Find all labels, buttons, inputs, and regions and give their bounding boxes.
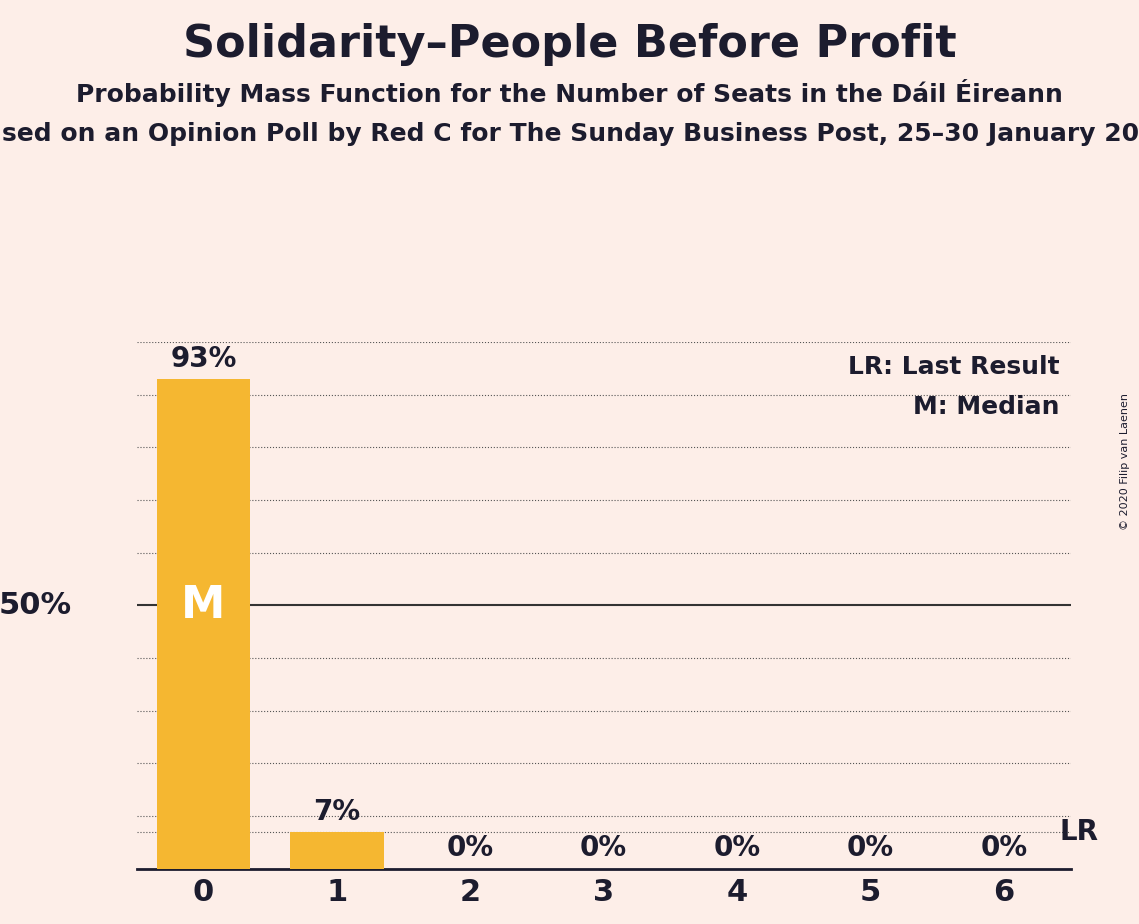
Text: 0%: 0% — [446, 834, 494, 862]
Text: M: M — [181, 584, 226, 626]
Bar — [157, 379, 251, 869]
Text: LR: LR — [1060, 818, 1099, 845]
Text: 0%: 0% — [580, 834, 628, 862]
Text: 7%: 7% — [313, 798, 360, 826]
Text: M: Median: M: Median — [913, 395, 1060, 419]
Bar — [290, 832, 384, 869]
Text: 93%: 93% — [170, 346, 237, 373]
Text: LR: Last Result: LR: Last Result — [849, 355, 1060, 379]
Text: 0%: 0% — [981, 834, 1027, 862]
Text: 50%: 50% — [0, 590, 72, 620]
Text: Probability Mass Function for the Number of Seats in the Dáil Éireann: Probability Mass Function for the Number… — [76, 79, 1063, 106]
Text: 0%: 0% — [847, 834, 894, 862]
Text: 0%: 0% — [713, 834, 761, 862]
Text: Based on an Opinion Poll by Red C for The Sunday Business Post, 25–30 January 20: Based on an Opinion Poll by Red C for Th… — [0, 122, 1139, 146]
Text: © 2020 Filip van Laenen: © 2020 Filip van Laenen — [1121, 394, 1130, 530]
Text: Solidarity–People Before Profit: Solidarity–People Before Profit — [182, 23, 957, 67]
